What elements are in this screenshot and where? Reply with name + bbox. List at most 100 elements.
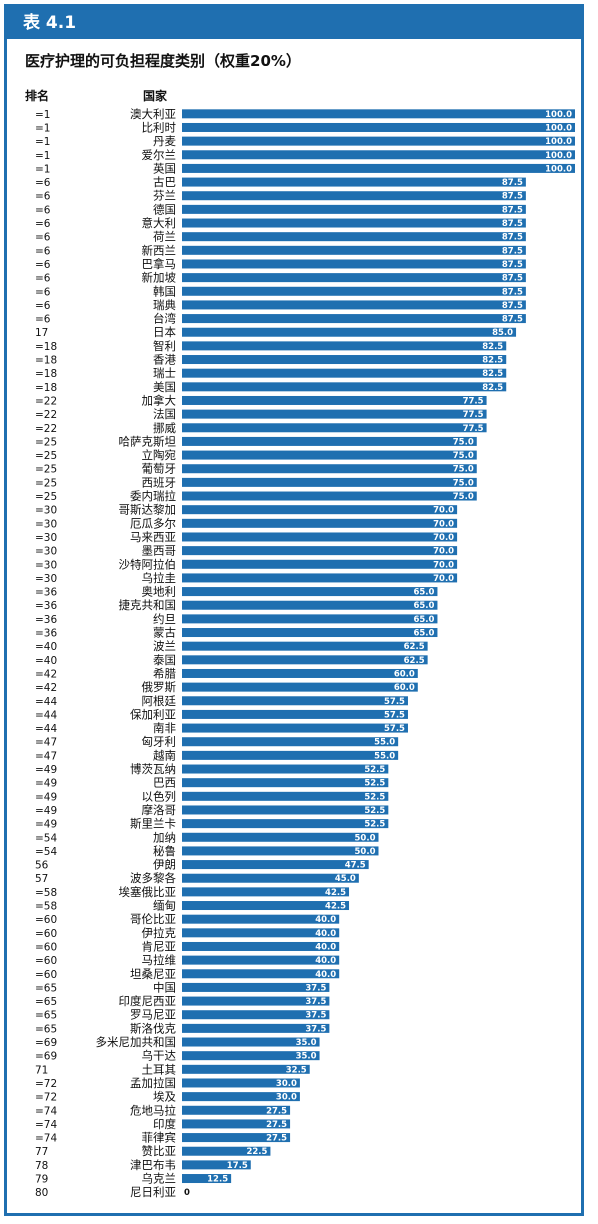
bar — [182, 1146, 271, 1156]
value-label: 37.5 — [305, 1024, 326, 1034]
country-label: 肯尼亚 — [142, 939, 177, 953]
value-label: 52.5 — [364, 806, 385, 816]
country-label: 波兰 — [153, 639, 176, 653]
rank-label: =22 — [35, 423, 57, 435]
value-label: 47.5 — [345, 861, 366, 871]
rank-label: =6 — [35, 191, 51, 203]
rank-label: =18 — [35, 368, 57, 380]
value-label: 40.0 — [315, 970, 336, 980]
rank-column-header: 排名 — [25, 89, 50, 103]
value-label: 87.5 — [502, 178, 523, 188]
country-label: 美国 — [153, 380, 176, 394]
country-label: 乌拉圭 — [142, 571, 177, 585]
rank-label: =60 — [35, 914, 57, 926]
rank-label: =72 — [35, 1078, 57, 1090]
bar — [182, 559, 458, 569]
value-label: 70.0 — [433, 506, 454, 516]
value-label: 37.5 — [305, 1011, 326, 1021]
bar — [182, 819, 389, 829]
value-label: 87.5 — [502, 274, 523, 284]
country-label: 马来西亚 — [130, 530, 176, 544]
bar — [182, 286, 526, 296]
value-label: 40.0 — [315, 956, 336, 966]
country-label: 越南 — [153, 748, 176, 762]
rank-label: =74 — [35, 1133, 57, 1145]
bar — [182, 982, 330, 992]
country-label: 泰国 — [153, 653, 176, 667]
rank-label: =49 — [35, 791, 57, 803]
value-label: 37.5 — [305, 997, 326, 1007]
value-label: 82.5 — [482, 356, 503, 366]
value-label: 40.0 — [315, 929, 336, 939]
rank-label: =74 — [35, 1119, 57, 1131]
rank-label: =44 — [35, 709, 57, 721]
rank-label: =1 — [35, 163, 50, 175]
bar — [182, 873, 359, 883]
bar — [182, 423, 487, 433]
value-label: 27.5 — [266, 1106, 287, 1116]
value-label: 75.0 — [453, 465, 474, 475]
value-label: 77.5 — [463, 396, 484, 406]
country-label: 蒙古 — [153, 626, 176, 640]
value-label: 42.5 — [325, 902, 346, 912]
value-label: 87.5 — [502, 192, 523, 202]
value-label: 62.5 — [404, 656, 425, 666]
value-label: 27.5 — [266, 1120, 287, 1130]
value-label: 27.5 — [266, 1134, 287, 1144]
value-label: 12.5 — [207, 1175, 228, 1185]
country-label: 比利时 — [142, 120, 177, 134]
rank-label: =30 — [35, 532, 57, 544]
rank-label: 17 — [35, 327, 48, 339]
value-label: 60.0 — [394, 683, 415, 693]
value-label: 70.0 — [433, 533, 454, 543]
value-label: 87.5 — [502, 315, 523, 325]
value-label: 70.0 — [433, 519, 454, 529]
rank-label: =6 — [35, 245, 51, 257]
country-label: 保加利亚 — [130, 707, 176, 721]
country-label: 意大利 — [142, 216, 177, 230]
bar — [182, 1010, 330, 1020]
value-label: 87.5 — [502, 246, 523, 256]
country-label: 坦桑尼亚 — [130, 967, 176, 981]
bar — [182, 191, 526, 201]
rank-label: =1 — [35, 150, 50, 162]
bar — [182, 341, 507, 351]
bar — [182, 750, 399, 760]
bar — [182, 737, 399, 747]
rank-label: =49 — [35, 819, 57, 831]
value-label: 30.0 — [276, 1079, 297, 1089]
country-label: 危地马拉 — [130, 1103, 176, 1117]
bar — [182, 1078, 300, 1088]
rank-label: =36 — [35, 587, 57, 599]
value-label: 65.0 — [413, 601, 434, 611]
rank-label: =6 — [35, 286, 51, 298]
country-label: 俄罗斯 — [142, 680, 177, 694]
country-label: 乌克兰 — [142, 1172, 177, 1186]
bar — [182, 1064, 310, 1074]
country-label: 多米尼加共和国 — [96, 1035, 177, 1049]
bar — [182, 232, 526, 242]
value-label: 100.0 — [545, 137, 572, 147]
bar — [182, 1160, 251, 1170]
bar — [182, 477, 477, 487]
rank-label: 77 — [35, 1146, 48, 1158]
country-label: 英国 — [153, 161, 176, 175]
country-label: 希腊 — [153, 666, 176, 680]
country-label: 哥斯达黎加 — [119, 503, 177, 517]
value-label: 40.0 — [315, 915, 336, 925]
country-label: 加纳 — [153, 830, 176, 844]
rank-label: =47 — [35, 750, 57, 762]
rank-label: 71 — [35, 1064, 48, 1076]
value-label: 75.0 — [453, 437, 474, 447]
bar — [182, 955, 340, 965]
bar — [182, 355, 507, 365]
country-label: 摩洛哥 — [142, 803, 177, 817]
value-label: 77.5 — [463, 410, 484, 420]
value-label: 0 — [184, 1188, 190, 1198]
value-label: 75.0 — [453, 478, 474, 488]
value-label: 35.0 — [296, 1038, 317, 1048]
country-label: 尼日利亚 — [130, 1185, 176, 1199]
rank-label: =22 — [35, 395, 57, 407]
country-label: 孟加拉国 — [130, 1076, 176, 1090]
rank-label: =6 — [35, 273, 51, 285]
